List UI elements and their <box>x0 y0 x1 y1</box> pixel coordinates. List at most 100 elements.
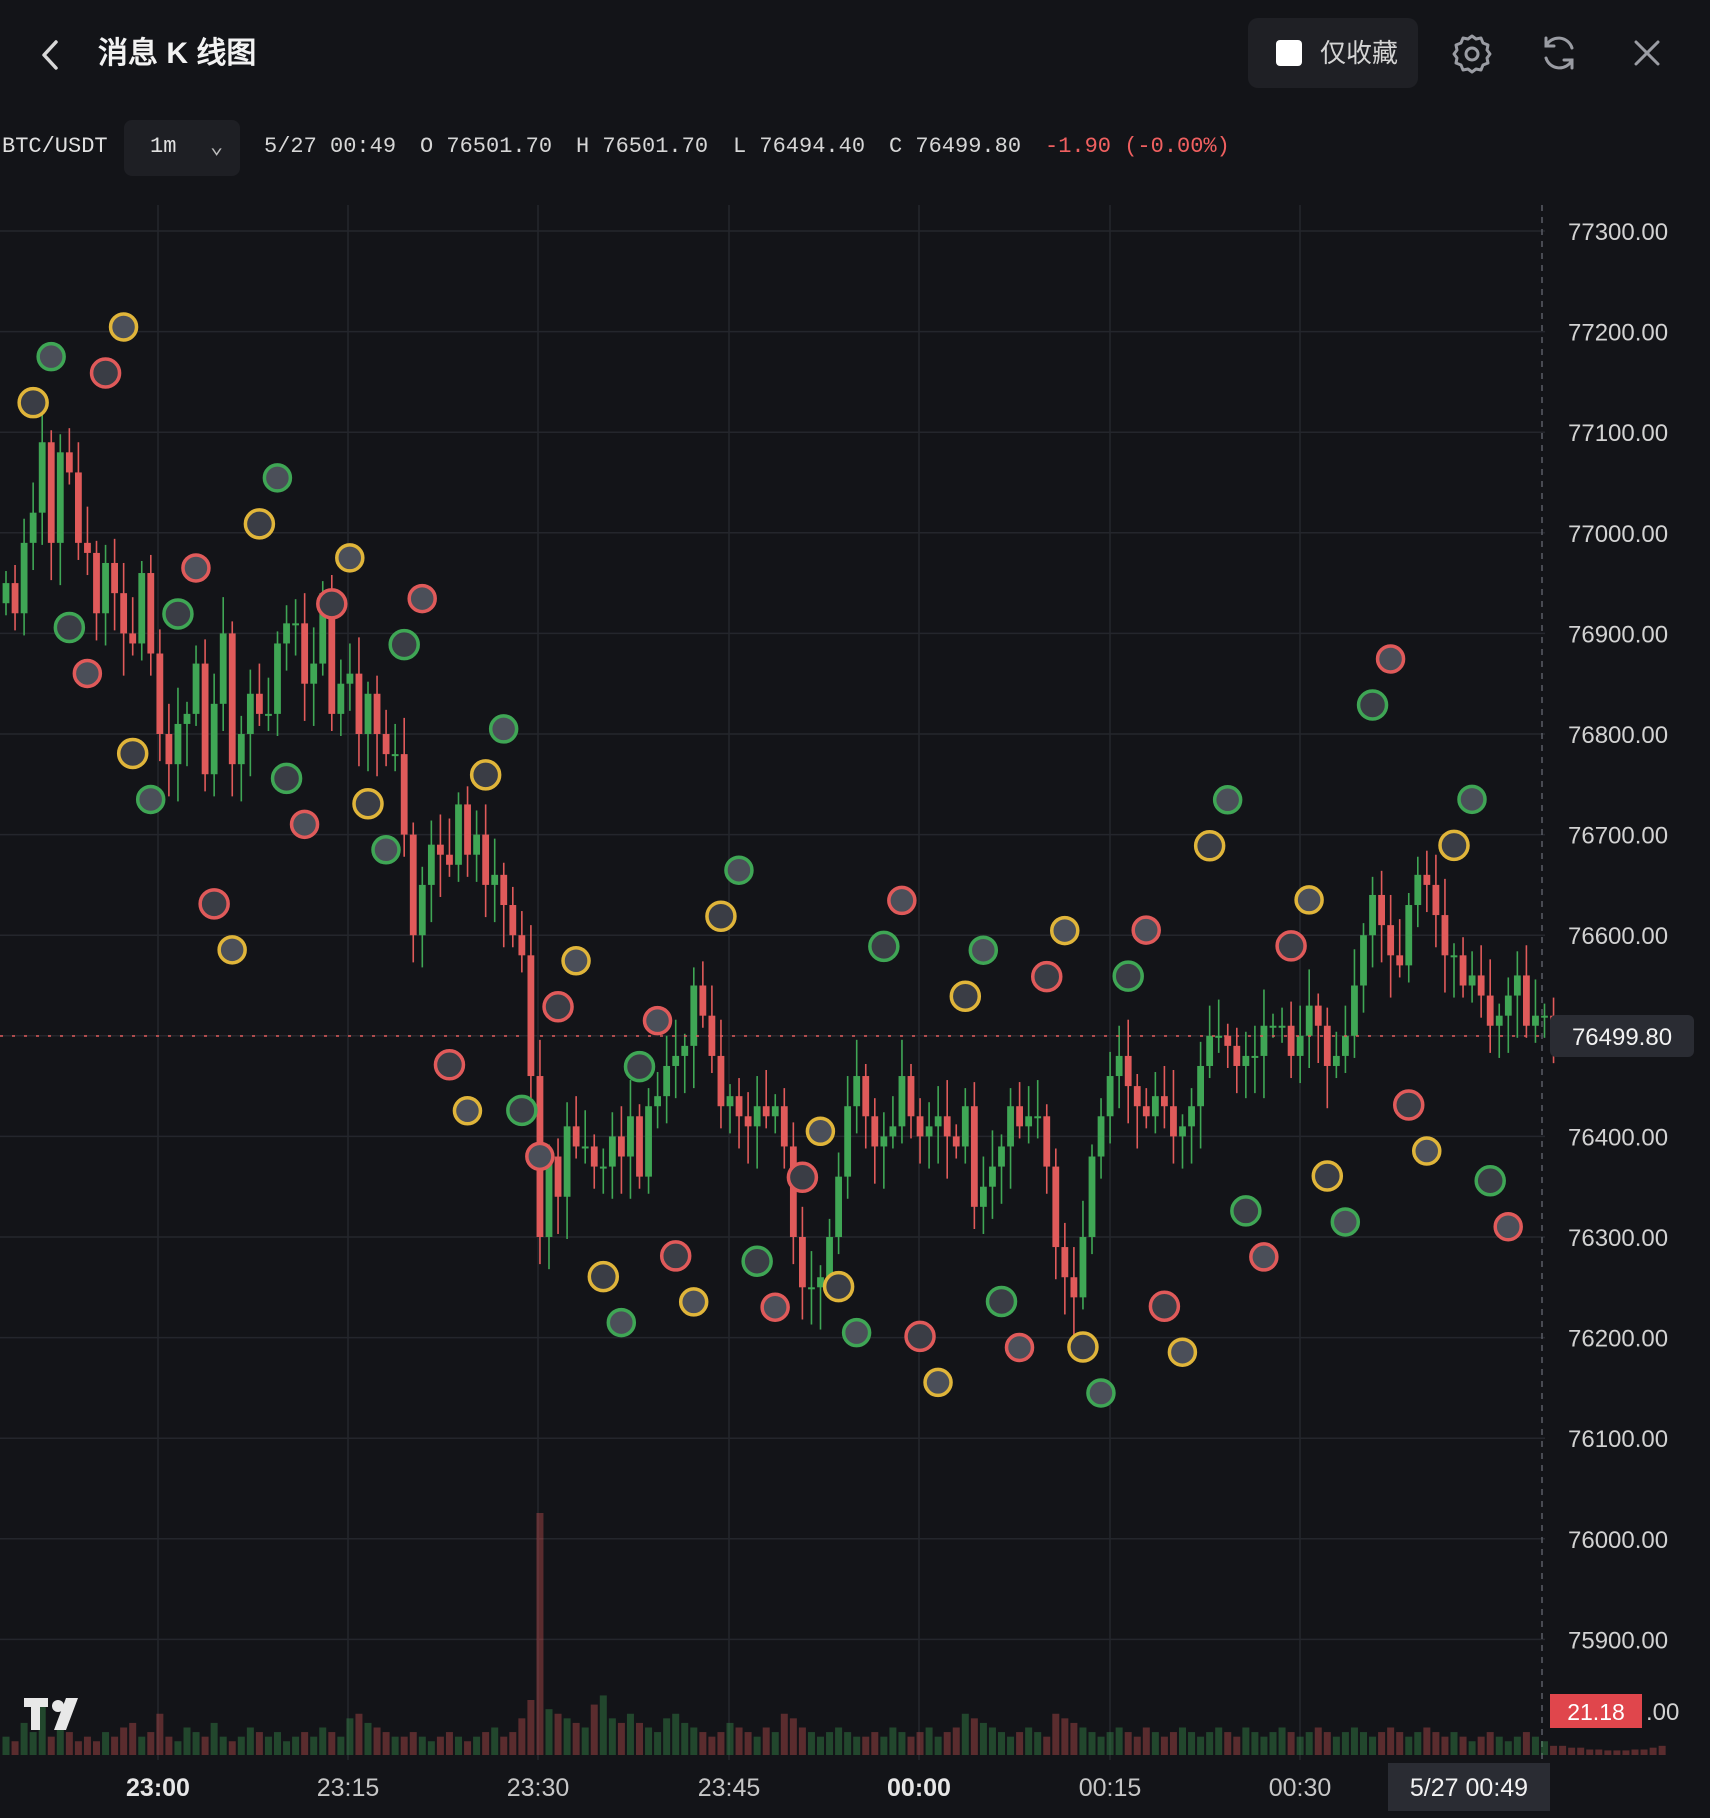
message-avatar-marker <box>1474 1164 1506 1197</box>
price-tick-label: 76700.00 <box>1568 823 1668 850</box>
refresh-icon[interactable] <box>1536 30 1582 76</box>
candle-body <box>1342 1035 1349 1056</box>
candle-body <box>183 713 191 724</box>
message-avatar-marker <box>1356 689 1389 721</box>
volume-bar <box>1387 1727 1395 1755</box>
message-avatar-marker <box>1031 960 1063 993</box>
chevron-down-icon: ⌄ <box>210 135 224 160</box>
message-avatar-marker <box>1275 930 1307 962</box>
timeframe-select[interactable]: 1m ⌄ <box>124 120 240 176</box>
candle-body <box>1477 975 1485 996</box>
volume-bar <box>726 1722 734 1755</box>
volume-bar <box>1360 1732 1367 1755</box>
candle-body <box>400 754 408 835</box>
volume-bar <box>382 1732 390 1755</box>
volume-bar <box>147 1732 155 1755</box>
favorites-only-checkbox[interactable] <box>1276 40 1302 66</box>
volume-bar <box>319 1727 327 1755</box>
volume-bar <box>554 1713 562 1755</box>
crosshair-time-badge <box>1388 1763 1550 1811</box>
volume-bar <box>1323 1732 1331 1755</box>
candle-body <box>310 663 318 684</box>
candle-body <box>228 633 236 765</box>
candle-body <box>437 844 444 855</box>
volume-bar <box>789 1718 797 1755</box>
volume-bar <box>1233 1736 1241 1755</box>
candle-body <box>265 713 272 716</box>
price-tick-label: 76300.00 <box>1568 1225 1668 1252</box>
volume-bar <box>1106 1732 1114 1755</box>
price-tick-label: 76800.00 <box>1568 722 1668 749</box>
tradingview-logo <box>22 1692 92 1738</box>
volume-bar <box>255 1732 263 1755</box>
candle-body <box>1369 894 1376 936</box>
message-avatar-marker <box>1004 1332 1035 1363</box>
volume-bar <box>1224 1732 1232 1755</box>
candle-body <box>1432 884 1440 916</box>
message-avatar-marker <box>1311 1160 1344 1192</box>
candle-body <box>726 1096 734 1107</box>
volume-bar <box>1550 1745 1558 1755</box>
gear-icon[interactable] <box>1449 30 1495 76</box>
volume-bar <box>201 1736 209 1755</box>
volume-bar <box>355 1713 363 1755</box>
candle-body <box>627 1116 634 1157</box>
candle-body <box>681 1045 689 1056</box>
volume-bar <box>807 1732 815 1755</box>
candle-body <box>464 804 471 855</box>
volume-bar <box>1649 1747 1657 1755</box>
ohlc-bar: BTC/USDT 1m ⌄ 5/27 00:49 O 76501.70 H 76… <box>0 120 1700 180</box>
message-avatar-marker <box>1393 1089 1425 1121</box>
volume-bar <box>29 1732 37 1755</box>
candle-body <box>455 804 462 865</box>
back-chevron-icon[interactable] <box>32 30 72 80</box>
volume-bar <box>862 1736 870 1755</box>
volume-bar <box>1206 1732 1214 1755</box>
volume-bar <box>925 1727 933 1755</box>
volume-bar <box>1459 1736 1467 1755</box>
candle-body <box>1016 1106 1023 1127</box>
candle-body <box>1088 1156 1096 1237</box>
candle-body <box>210 703 218 775</box>
candle-body <box>38 442 46 513</box>
message-avatar-marker <box>1457 784 1487 815</box>
price-tick-label: 77000.00 <box>1568 521 1668 548</box>
volume-bar <box>717 1732 725 1755</box>
message-avatar-marker <box>116 737 149 770</box>
message-avatar-marker <box>887 885 917 916</box>
candle-body <box>735 1096 743 1117</box>
volume-bar <box>346 1718 354 1755</box>
message-avatar-marker <box>243 508 276 540</box>
candle-body <box>1486 995 1494 1026</box>
volume-bar <box>310 1736 318 1755</box>
volume-bar <box>1341 1732 1349 1755</box>
volume-bar <box>129 1722 137 1755</box>
candle-body <box>346 673 354 684</box>
candle-body <box>473 834 480 855</box>
volume-bar <box>979 1722 987 1755</box>
volume-bar <box>373 1727 381 1755</box>
candle-body <box>889 1126 897 1137</box>
volume-bar <box>1513 1736 1521 1755</box>
volume-bar <box>853 1736 861 1755</box>
message-avatar-marker <box>89 357 122 389</box>
time-tick-label: 23:45 <box>698 1774 761 1802</box>
candle-body <box>1233 1045 1241 1066</box>
candle-body <box>47 442 55 543</box>
candle-body <box>1351 985 1358 1036</box>
volume-bar <box>1468 1741 1476 1755</box>
candle-body <box>545 1156 553 1237</box>
volume-bar <box>798 1727 806 1755</box>
volume-bar <box>111 1736 119 1755</box>
volume-bar <box>880 1736 888 1755</box>
message-avatar-marker <box>1230 1195 1262 1227</box>
candle-body <box>174 723 182 765</box>
close-icon[interactable] <box>1624 30 1670 76</box>
favorites-only-toggle[interactable]: 仅收藏 <box>1248 18 1418 88</box>
candlestick-chart[interactable]: 77300.00 77200.00 77100.00 77000.00 76900.00… <box>0 205 1710 1818</box>
candle-body <box>2 583 10 604</box>
volume-bar <box>663 1718 671 1755</box>
candle-body <box>1215 1035 1223 1038</box>
candle-body <box>862 1076 870 1117</box>
message-avatar-marker <box>561 946 591 976</box>
